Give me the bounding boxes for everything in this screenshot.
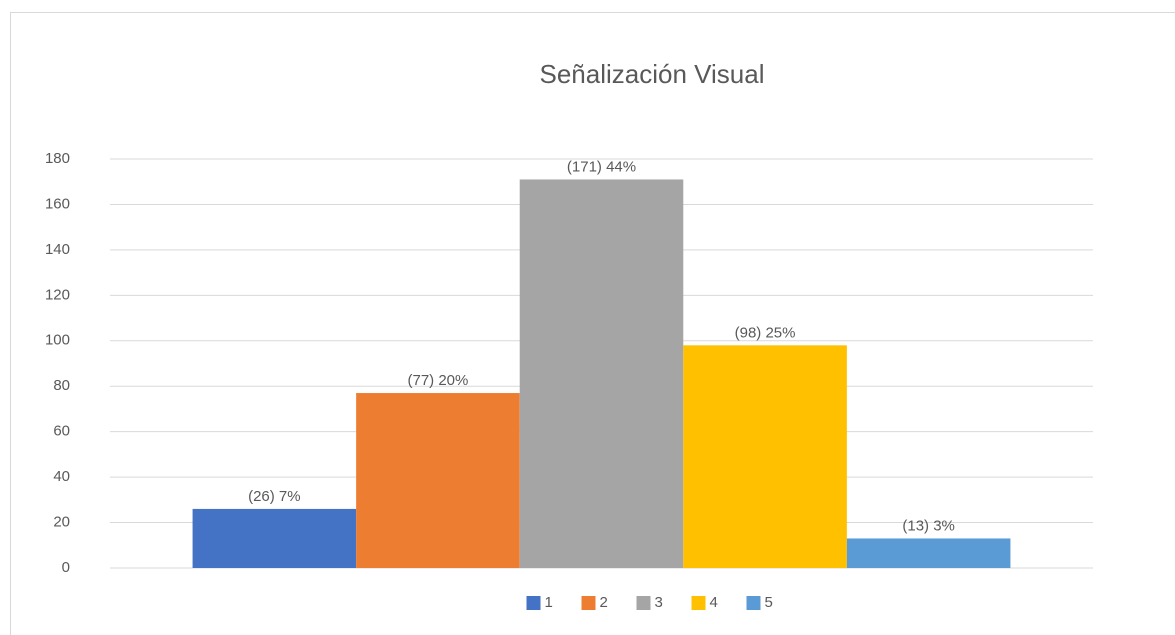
legend-label: 4 (710, 594, 718, 611)
y-tick-label: 100 (45, 332, 70, 349)
data-label: (98) 25% (735, 324, 796, 341)
legend-swatch (746, 596, 761, 610)
data-label: (77) 20% (407, 372, 468, 389)
legend-swatch (636, 596, 651, 610)
y-tick-label: 60 (53, 423, 70, 440)
legend-label: 1 (545, 594, 553, 611)
bar (192, 508, 357, 568)
legend-label: 5 (765, 594, 773, 611)
legend-label: 3 (655, 594, 663, 611)
legend-swatch (581, 596, 596, 610)
y-tick-label: 40 (53, 468, 70, 485)
bar (356, 393, 520, 568)
data-label: (26) 7% (248, 488, 301, 505)
data-label: (171) 44% (567, 158, 636, 175)
bar (683, 345, 847, 568)
y-tick-label: 180 (45, 150, 70, 167)
legend-swatch (691, 596, 706, 610)
y-tick-label: 160 (45, 195, 70, 212)
legend-label: 2 (600, 594, 608, 611)
data-label: (13) 3% (902, 517, 955, 534)
y-tick-label: 0 (62, 559, 70, 576)
bar (519, 179, 684, 568)
y-tick-label: 20 (53, 514, 70, 531)
chart-title: Señalización Visual (540, 59, 765, 89)
bar (846, 538, 1011, 568)
y-tick-label: 80 (53, 377, 70, 394)
y-tick-label: 140 (45, 241, 70, 258)
y-tick-label: 120 (45, 286, 70, 303)
legend-swatch (526, 596, 541, 610)
